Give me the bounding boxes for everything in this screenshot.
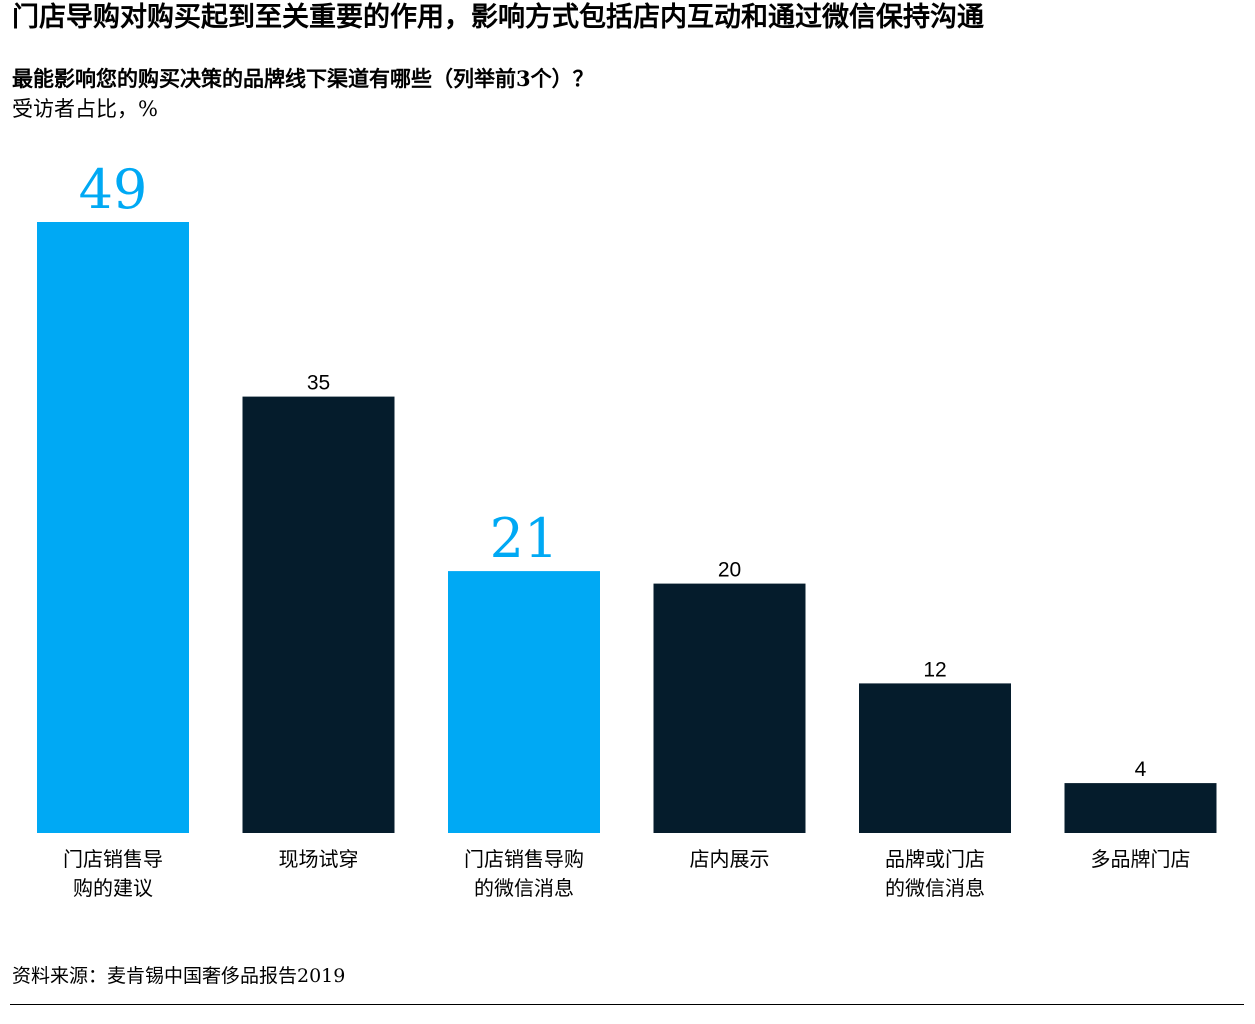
data-label-1: 49 [79, 158, 148, 221]
data-label-3: 21 [490, 507, 559, 570]
category-label-6: 多品牌门店 [1091, 847, 1191, 871]
category-label-5-line-1: 品牌或门店 [885, 847, 985, 871]
data-label-2: 35 [307, 372, 330, 395]
bar-1 [37, 222, 189, 833]
page-title: 门店导购对购买起到至关重要的作用，影响方式包括店内互动和通过微信保持沟通 [12, 2, 984, 33]
data-label-5: 12 [923, 658, 946, 681]
bottom-divider [10, 1004, 1244, 1005]
data-label-6: 4 [1135, 758, 1147, 781]
chart-subtitle: 最能影响您的购买决策的品牌线下渠道有哪些（列举前3个）？ [12, 66, 594, 91]
bar-5 [859, 683, 1011, 833]
category-label-5-line-2: 的微信消息 [885, 876, 985, 900]
bar-4 [653, 583, 806, 833]
category-label-3-line-1: 门店销售导购 [464, 847, 584, 871]
chart-unit-label: 受访者占比，% [12, 97, 158, 121]
category-label-3-line-2: 的微信消息 [474, 876, 574, 900]
category-label-1-line-2: 购的建议 [73, 876, 153, 900]
category-label-1-line-1: 门店销售导 [63, 847, 163, 871]
category-label-2: 现场试穿 [279, 847, 359, 871]
bar-3 [448, 571, 600, 833]
category-label-4: 店内展示 [690, 847, 770, 871]
source-note: 资料来源：麦肯锡中国奢侈品报告2019 [12, 965, 346, 987]
bar-6 [1064, 783, 1217, 833]
bar-chart: 49门店销售导购的建议35现场试穿21门店销售导购的微信消息20店内展示12品牌… [37, 158, 1217, 900]
data-label-4: 20 [718, 559, 741, 582]
bar-2 [242, 396, 395, 833]
